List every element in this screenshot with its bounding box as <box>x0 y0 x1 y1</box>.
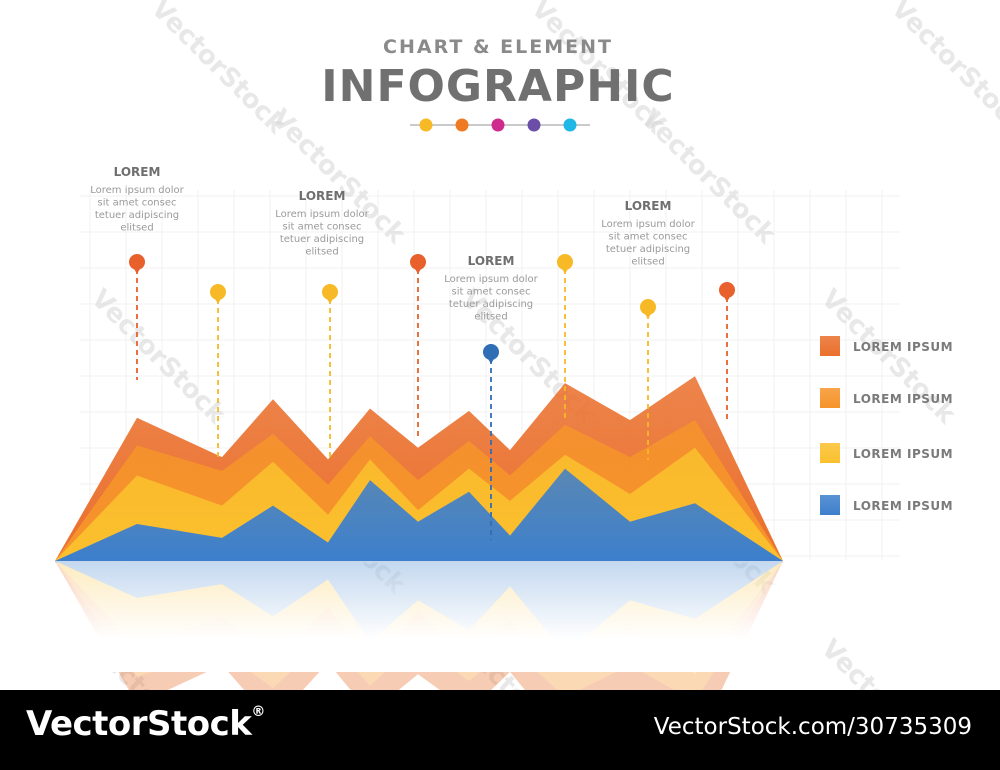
annotation-block: LOREM Lorem ipsum dolor sit amet consectet… <box>444 254 538 323</box>
annotation-line: tetuer adipiscing <box>449 299 533 310</box>
annotation-block: LOREM Lorem ipsum dolor sit amet consectet… <box>601 199 695 268</box>
title-dot <box>455 118 469 132</box>
watermark-text: VectorStock <box>85 284 232 431</box>
annotation-line: sit amet consec <box>608 232 687 243</box>
infographic-canvas: VectorStock VectorStock VectorStock VectorS… <box>40 0 1000 690</box>
annotation-line: elitsed <box>305 247 338 258</box>
marker-pins <box>129 254 735 540</box>
marker-dot <box>483 344 499 360</box>
marker-pin <box>410 254 426 440</box>
marker-pin <box>322 284 338 460</box>
legend-swatch <box>820 443 840 463</box>
legend-item: LOREM IPSUM <box>820 388 953 408</box>
annotation-line: tetuer adipiscing <box>606 244 690 255</box>
legend-label: LOREM IPSUM <box>853 340 953 354</box>
marker-dot <box>322 284 338 300</box>
marker-pin <box>210 284 226 460</box>
annotation-line: elitsed <box>474 312 507 323</box>
chart-subtitle: CHART & ELEMENT <box>383 36 613 58</box>
annotation-line: tetuer adipiscing <box>95 210 179 221</box>
annotation-block: LOREM Lorem ipsum dolor sit amet consectet… <box>90 165 184 234</box>
marker-pin <box>557 254 573 420</box>
annotation-line: Lorem ipsum dolor <box>601 219 695 230</box>
title-dot <box>563 118 577 132</box>
annotation-line: tetuer adipiscing <box>280 234 364 245</box>
marker-pin <box>719 282 735 420</box>
watermark-text: VectorStock <box>885 0 1000 140</box>
marker-dot <box>557 254 573 270</box>
legend-swatch <box>820 388 840 408</box>
area-series-4 <box>55 468 783 561</box>
annotation-title: LOREM <box>625 199 672 213</box>
annotation-line: sit amet consec <box>451 287 530 298</box>
annotation-line: Lorem ipsum dolor <box>275 209 369 220</box>
legend-label: LOREM IPSUM <box>853 499 953 513</box>
marker-pin <box>483 344 499 540</box>
footer-brand: VectorStock® <box>26 704 265 744</box>
marker-pin <box>129 254 145 380</box>
annotation-block: LOREM Lorem ipsum dolor sit amet consectet… <box>275 189 369 258</box>
title-dot <box>491 118 505 132</box>
title-dot <box>419 118 433 132</box>
marker-dot <box>640 299 656 315</box>
annotation-line: sit amet consec <box>282 222 361 233</box>
marker-pin <box>640 299 656 460</box>
legend-item: LOREM IPSUM <box>820 336 953 356</box>
chart-svg: VectorStock VectorStock VectorStock VectorS… <box>40 0 1000 690</box>
marker-dot <box>719 282 735 298</box>
legend-swatch <box>820 495 840 515</box>
legend-label: LOREM IPSUM <box>853 447 953 461</box>
title-dot <box>527 118 541 132</box>
annotation-title: LOREM <box>299 189 346 203</box>
area-layers <box>55 376 783 561</box>
legend-label: LOREM IPSUM <box>853 392 953 406</box>
marker-dot <box>210 284 226 300</box>
chart-title: INFOGRAPHIC <box>321 61 674 112</box>
watermark-text: VectorStock <box>815 284 962 431</box>
annotation-line: sit amet consec <box>97 198 176 209</box>
annotation-title: LOREM <box>114 165 161 179</box>
marker-dot <box>410 254 426 270</box>
reflection-fade <box>40 562 800 672</box>
annotation-line: elitsed <box>631 257 664 268</box>
legend-item: LOREM IPSUM <box>820 443 953 463</box>
legend-item: LOREM IPSUM <box>820 495 953 515</box>
footer-url: VectorStock.com/30735309 <box>653 714 972 740</box>
legend: LOREM IPSUM LOREM IPSUM LOREM IPSUM LOREM I… <box>820 336 953 515</box>
footer-bar: VectorStock® VectorStock.com/30735309 <box>0 690 1000 770</box>
annotation-line: elitsed <box>120 223 153 234</box>
annotation-line: Lorem ipsum dolor <box>90 185 184 196</box>
legend-swatch <box>820 336 840 356</box>
marker-dot <box>129 254 145 270</box>
annotation-line: Lorem ipsum dolor <box>444 274 538 285</box>
watermark-text: VectorStock <box>815 634 962 690</box>
annotation-title: LOREM <box>468 254 515 268</box>
